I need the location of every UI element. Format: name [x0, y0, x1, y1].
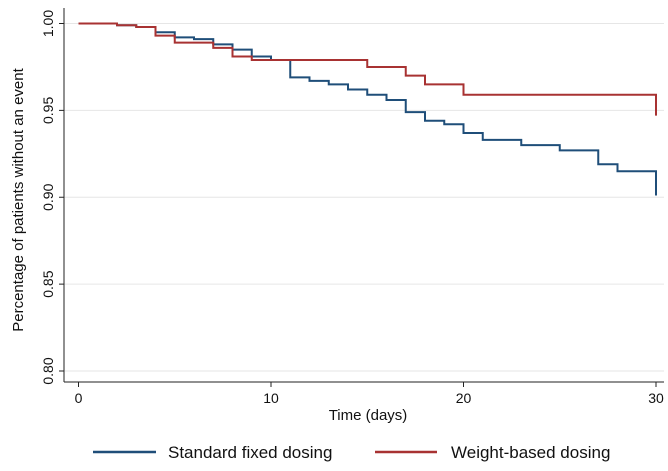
y-tick-label: 1.00	[40, 10, 56, 37]
x-axis-ticks: 0 10 20 30	[75, 382, 664, 406]
series-line-weight-based-dosing	[78, 22, 657, 116]
y-tick-label: 0.90	[40, 183, 56, 210]
y-axis-label: Percentage of patients without an event	[10, 67, 27, 331]
x-tick-label: 0	[75, 390, 83, 406]
x-axis-label: Time (days)	[329, 407, 408, 424]
y-tick-label: 0.80	[40, 357, 56, 384]
legend-label: Weight-based dosing	[451, 443, 610, 462]
y-tick-label: 0.95	[40, 97, 56, 124]
x-tick-label: 20	[456, 390, 472, 406]
x-tick-label: 30	[648, 390, 664, 406]
axes	[63, 8, 664, 383]
series-lines	[78, 22, 657, 196]
legend: Standard fixed dosing Weight-based dosing	[93, 443, 610, 462]
series-line-standard-fixed-dosing	[78, 22, 657, 196]
gridlines	[64, 23, 664, 372]
legend-label: Standard fixed dosing	[168, 443, 332, 462]
y-axis-ticks: 0.80 0.85 0.90 0.95 1.00	[40, 10, 64, 385]
x-tick-label: 10	[263, 390, 279, 406]
y-tick-label: 0.85	[40, 270, 56, 297]
